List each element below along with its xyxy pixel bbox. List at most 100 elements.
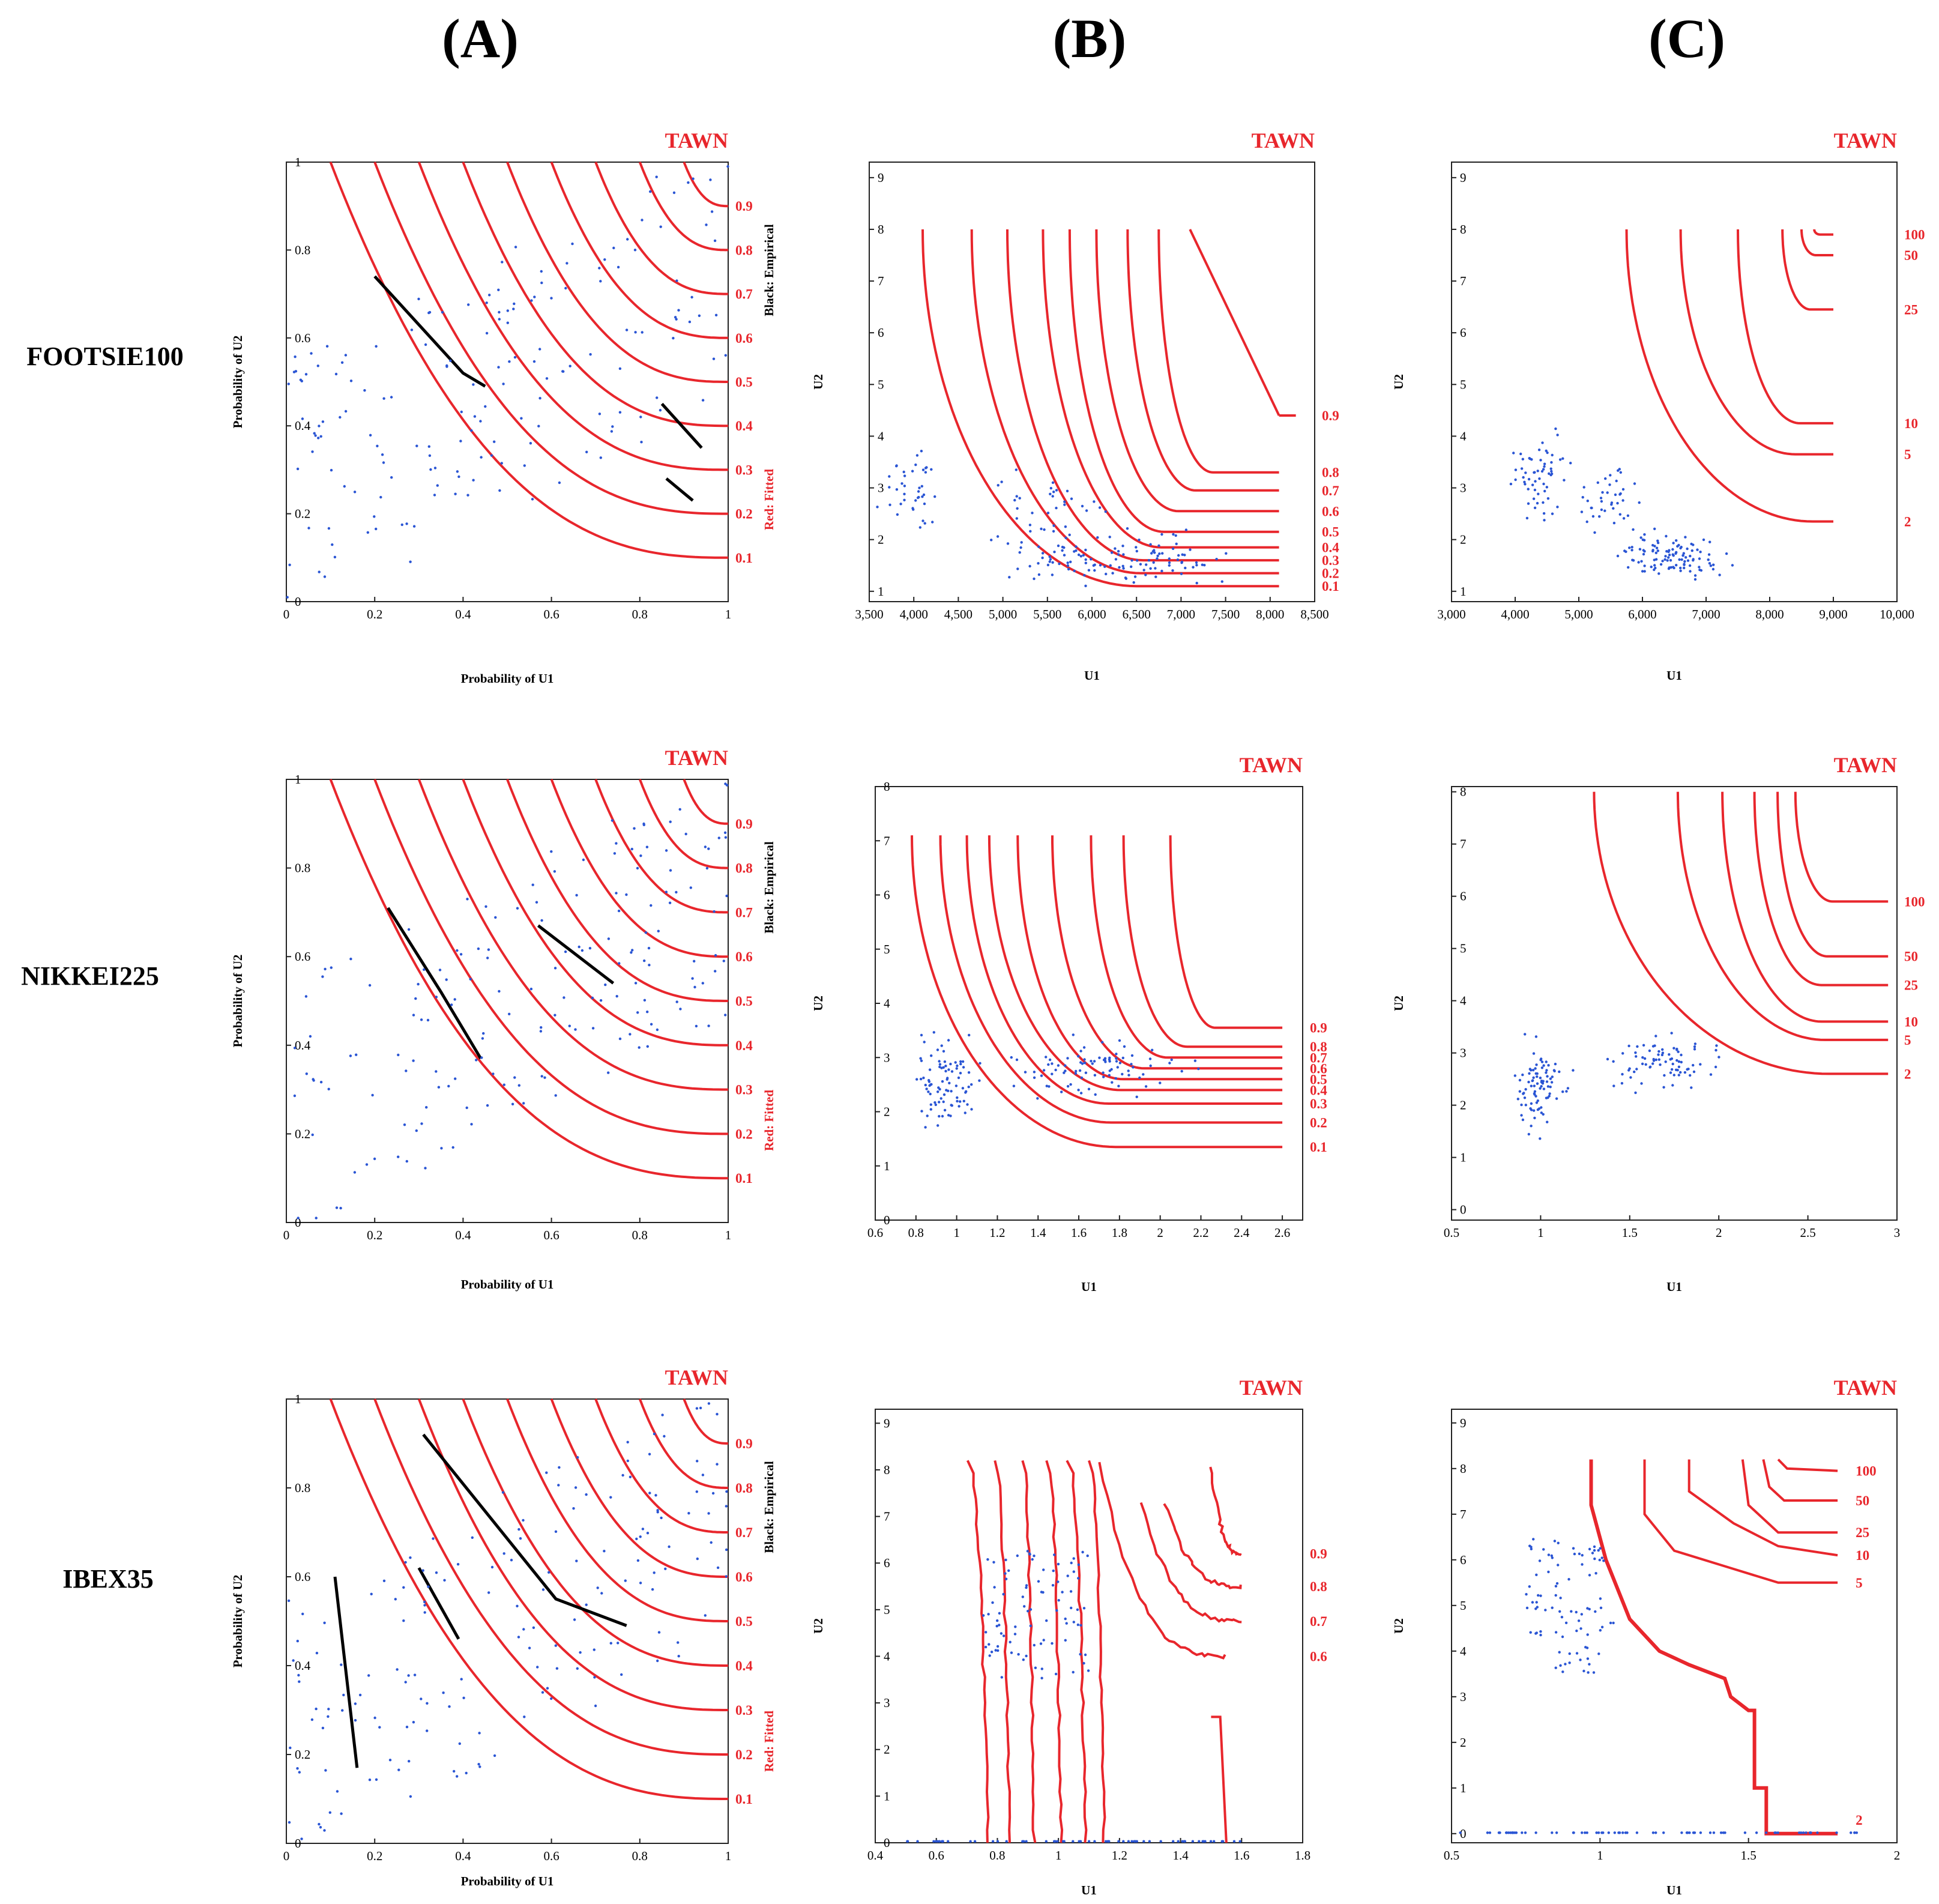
data-point: [1652, 1057, 1655, 1061]
data-point: [369, 434, 372, 437]
data-point: [593, 1648, 596, 1651]
data-point: [553, 870, 556, 873]
y-axis-label: U2: [811, 1618, 825, 1634]
data-point: [408, 1760, 411, 1763]
data-point: [319, 1826, 322, 1829]
data-point: [1689, 554, 1692, 558]
data-point: [1651, 1062, 1654, 1065]
data-point: [618, 367, 622, 370]
data-point: [1630, 549, 1633, 552]
data-point: [1184, 528, 1188, 531]
y-tick-label: 0: [295, 1836, 301, 1851]
fitted-contour-line: [417, 779, 728, 1091]
data-point: [906, 1840, 909, 1843]
data-point: [1693, 1831, 1696, 1834]
data-point: [1047, 1063, 1050, 1066]
data-point: [353, 491, 357, 494]
data-point: [674, 316, 677, 319]
data-point: [938, 1060, 941, 1063]
data-point: [1617, 469, 1620, 472]
data-point: [1544, 1609, 1547, 1612]
data-point: [1542, 1113, 1545, 1116]
data-point: [1554, 1062, 1557, 1066]
contour-level-label: 0.9: [1310, 1547, 1327, 1562]
data-point: [672, 337, 675, 340]
data-point: [1627, 1044, 1630, 1048]
contour-level-label: 0.9: [1310, 1021, 1327, 1036]
data-point: [404, 1561, 407, 1564]
x-tick-label: 2: [1894, 1848, 1901, 1863]
data-point: [428, 454, 432, 457]
data-point: [1488, 1831, 1492, 1834]
fitted-contour-line: [638, 162, 728, 252]
data-point: [426, 1729, 429, 1732]
data-point: [1538, 477, 1541, 480]
data-point: [1195, 561, 1198, 564]
data-point: [424, 343, 427, 346]
x-tick-label: 0.8: [908, 1226, 924, 1240]
data-point: [472, 383, 475, 386]
data-point: [1541, 441, 1544, 444]
data-point: [1114, 1077, 1118, 1080]
x-tick-label: 0.4: [867, 1848, 884, 1863]
plot-frame: [286, 779, 729, 1223]
data-point: [1084, 548, 1087, 552]
data-point: [1805, 1831, 1808, 1834]
data-point: [633, 249, 637, 252]
data-point: [888, 475, 891, 478]
data-point: [970, 1083, 973, 1086]
data-point: [1816, 1831, 1819, 1834]
data-point: [1612, 1084, 1615, 1087]
fitted-contour-line: [1676, 791, 1889, 1041]
data-point: [1696, 548, 1699, 551]
data-point: [1195, 564, 1198, 567]
data-point: [305, 1072, 308, 1075]
data-point: [1530, 1125, 1533, 1128]
data-point: [355, 1053, 358, 1056]
data-point: [917, 490, 920, 493]
data-point: [998, 1612, 1001, 1615]
data-point: [519, 1537, 522, 1540]
data-point: [529, 987, 533, 991]
data-point: [900, 482, 903, 485]
data-point: [1168, 561, 1171, 564]
data-point: [477, 947, 480, 950]
data-point: [1081, 1550, 1084, 1554]
data-point: [1087, 1840, 1091, 1843]
chart-panel-a1: 0 0.2 0.4 0.6 0.8 100.20.40.60.81Probability …: [231, 128, 776, 686]
data-point: [1668, 549, 1671, 552]
data-point: [1596, 481, 1599, 484]
data-point: [1075, 1069, 1078, 1073]
data-point: [1675, 1048, 1678, 1051]
data-point: [1698, 568, 1701, 572]
data-point: [1183, 1840, 1187, 1843]
data-point: [1572, 1069, 1575, 1072]
data-point: [724, 1014, 727, 1017]
copula-title: TAWN: [1240, 1376, 1303, 1400]
data-point: [323, 1621, 326, 1624]
data-point: [1516, 1098, 1519, 1101]
data-point: [603, 1550, 606, 1553]
data-point: [612, 246, 615, 250]
data-point: [517, 1528, 520, 1531]
data-point: [1175, 542, 1178, 545]
fitted-contour-line: [683, 1398, 728, 1445]
data-point: [664, 1567, 667, 1570]
data-point: [709, 178, 712, 181]
data-point: [540, 919, 543, 922]
data-point: [1545, 449, 1548, 452]
data-point: [710, 1541, 713, 1544]
data-point: [636, 1011, 639, 1014]
data-point: [1130, 1840, 1133, 1843]
data-point: [1683, 1071, 1687, 1074]
data-point: [1671, 548, 1674, 551]
data-point: [533, 295, 536, 298]
data-point: [1677, 1074, 1680, 1077]
data-point: [920, 485, 924, 488]
contour-level-label: 0.1: [1310, 1140, 1327, 1155]
y-tick-label: 5: [1460, 377, 1467, 391]
y-tick-label: 2: [1460, 533, 1467, 547]
data-point: [593, 1676, 596, 1679]
data-point: [1138, 539, 1141, 542]
data-point: [1072, 1557, 1075, 1560]
